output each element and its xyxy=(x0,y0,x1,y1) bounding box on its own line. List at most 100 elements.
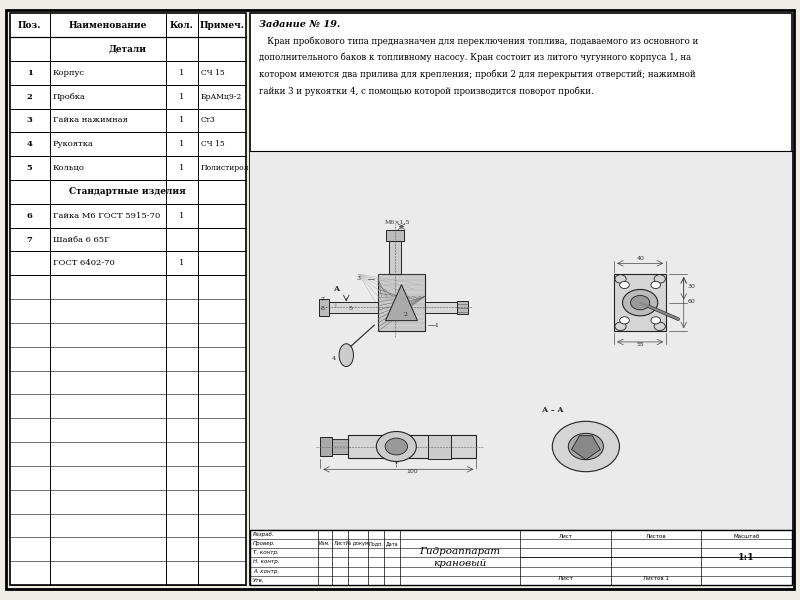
Text: 2: 2 xyxy=(26,92,33,101)
Text: 6: 6 xyxy=(26,212,33,220)
Text: Ст3: Ст3 xyxy=(201,116,216,124)
Text: 8: 8 xyxy=(320,307,324,311)
Text: Примеч.: Примеч. xyxy=(199,20,245,29)
Text: Подп.: Подп. xyxy=(369,541,383,546)
Bar xyxy=(250,151,792,530)
Bar xyxy=(319,299,329,316)
Text: 60: 60 xyxy=(688,299,695,304)
Bar xyxy=(457,301,468,314)
Text: ГОСТ 6402-70: ГОСТ 6402-70 xyxy=(53,259,114,268)
Text: А. контр.: А. контр. xyxy=(253,569,279,574)
Text: 1: 1 xyxy=(179,259,185,268)
Text: Детали: Детали xyxy=(109,44,146,53)
Text: Гайка нажимная: Гайка нажимная xyxy=(53,116,128,124)
Bar xyxy=(425,302,457,313)
Text: Стандартные изделия: Стандартные изделия xyxy=(70,187,186,196)
Bar xyxy=(332,439,348,454)
Text: 55: 55 xyxy=(636,341,644,347)
Text: Корпус: Корпус xyxy=(53,69,85,77)
Text: дополнительного баков к топливному насосу. Кран состоит из литого чугунного корп: дополнительного баков к топливному насос… xyxy=(259,53,691,62)
Text: 7: 7 xyxy=(320,298,324,302)
Circle shape xyxy=(620,281,630,289)
Text: котором имеются два прилива для крепления; пробки 2 для перекрытия отверстий; на: котором имеются два прилива для креплени… xyxy=(259,70,696,79)
Text: 100: 100 xyxy=(406,469,418,474)
Bar xyxy=(10,13,246,585)
Text: СЧ 15: СЧ 15 xyxy=(201,140,225,148)
Text: Поз.: Поз. xyxy=(18,20,42,29)
Circle shape xyxy=(568,433,603,460)
Text: 1: 1 xyxy=(179,116,185,124)
Circle shape xyxy=(651,281,661,289)
Text: Кран пробкового типа предназначен для переключения топлива, подаваемого из основ: Кран пробкового типа предназначен для пе… xyxy=(259,36,698,46)
Circle shape xyxy=(630,295,650,310)
Text: 2: 2 xyxy=(403,312,407,317)
Text: 30: 30 xyxy=(688,284,696,289)
Text: 1: 1 xyxy=(179,140,185,148)
Bar xyxy=(250,530,792,585)
Circle shape xyxy=(615,275,626,283)
Text: 1: 1 xyxy=(179,164,185,172)
Text: 1: 1 xyxy=(26,69,33,77)
Text: 7: 7 xyxy=(26,236,33,244)
Text: |: | xyxy=(334,302,336,307)
Text: Н. контр.: Н. контр. xyxy=(253,559,279,565)
Text: Листов 1: Листов 1 xyxy=(643,575,669,581)
Text: Пробка: Пробка xyxy=(53,92,86,101)
Text: Наименование: Наименование xyxy=(69,20,146,29)
Bar xyxy=(320,437,332,456)
Text: 5: 5 xyxy=(26,164,33,172)
Text: Полистирол: Полистирол xyxy=(201,164,249,172)
Text: Кольцо: Кольцо xyxy=(53,164,85,172)
Text: А: А xyxy=(334,284,341,293)
Circle shape xyxy=(385,438,407,455)
Circle shape xyxy=(654,322,666,331)
Circle shape xyxy=(615,322,626,331)
Ellipse shape xyxy=(339,344,354,367)
Text: Масштаб: Масштаб xyxy=(734,534,760,539)
Polygon shape xyxy=(571,436,600,460)
Text: Лист: Лист xyxy=(558,575,574,581)
Text: Дата: Дата xyxy=(386,541,398,546)
Circle shape xyxy=(651,317,661,324)
Text: № докум.: № докум. xyxy=(346,541,370,546)
Circle shape xyxy=(622,289,658,316)
Bar xyxy=(378,274,425,331)
Text: 3: 3 xyxy=(26,116,33,124)
Bar xyxy=(428,434,450,458)
Circle shape xyxy=(376,431,416,461)
Text: 40: 40 xyxy=(636,256,644,261)
Polygon shape xyxy=(386,284,418,320)
Text: 1: 1 xyxy=(434,323,438,328)
Circle shape xyxy=(654,275,666,283)
Text: Задание № 19.: Задание № 19. xyxy=(259,20,341,29)
Text: Гидроаппарат
крановый: Гидроаппарат крановый xyxy=(419,547,501,568)
Text: 1: 1 xyxy=(179,69,185,77)
Circle shape xyxy=(620,317,630,324)
Text: Шайба 6 65Г: Шайба 6 65Г xyxy=(53,236,110,244)
Text: 1:1: 1:1 xyxy=(738,553,755,562)
Text: СЧ 15: СЧ 15 xyxy=(201,69,225,77)
Text: Т. контр.: Т. контр. xyxy=(253,550,278,556)
Text: Рукоятка: Рукоятка xyxy=(53,140,94,148)
Bar xyxy=(386,230,404,241)
Bar xyxy=(614,274,666,331)
Text: 5: 5 xyxy=(348,306,352,311)
Text: Лист: Лист xyxy=(334,541,346,546)
Text: Утв.: Утв. xyxy=(253,578,265,583)
Text: 1: 1 xyxy=(179,92,185,101)
Text: Гайка М6 ГОСТ 5915-70: Гайка М6 ГОСТ 5915-70 xyxy=(53,212,160,220)
Text: Кол.: Кол. xyxy=(170,20,194,29)
Text: БрАМц9-2: БрАМц9-2 xyxy=(201,92,242,101)
Text: Лист: Лист xyxy=(558,534,572,539)
Text: Провер.: Провер. xyxy=(253,541,276,546)
Text: 4: 4 xyxy=(26,140,33,148)
Bar xyxy=(329,302,378,313)
Bar xyxy=(250,13,792,585)
Text: Листов: Листов xyxy=(646,534,666,539)
Text: Изм.: Изм. xyxy=(319,541,330,546)
Text: 3: 3 xyxy=(356,276,360,281)
Text: 1: 1 xyxy=(179,212,185,220)
Circle shape xyxy=(552,421,619,472)
Text: М6×1,5: М6×1,5 xyxy=(385,219,410,224)
Bar xyxy=(390,241,401,274)
